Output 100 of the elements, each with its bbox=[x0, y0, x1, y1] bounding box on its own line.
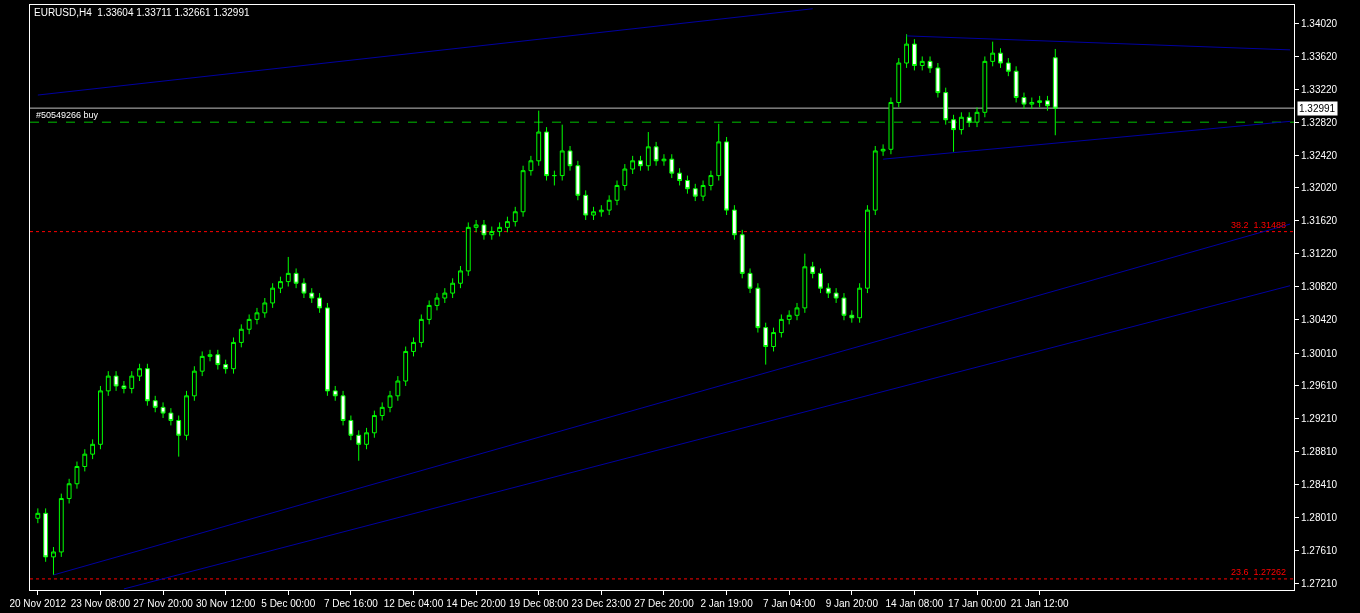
candlestick bbox=[794, 302, 800, 321]
x-tick-label: 20 Nov 2012 bbox=[9, 598, 67, 609]
candlestick bbox=[152, 395, 158, 413]
candlestick bbox=[544, 126, 549, 182]
candlestick bbox=[841, 292, 847, 321]
x-tick-label: 12 Dec 04:00 bbox=[383, 598, 444, 609]
y-tick-label: 1.31620 bbox=[1301, 215, 1338, 227]
candlestick bbox=[473, 219, 479, 233]
candlestick bbox=[168, 407, 174, 426]
candlestick bbox=[512, 206, 518, 228]
candlestick bbox=[301, 277, 307, 299]
candlestick bbox=[1052, 48, 1058, 136]
candlestick bbox=[598, 204, 604, 218]
y-tick-label: 1.33220 bbox=[1301, 83, 1338, 95]
candlestick bbox=[857, 282, 863, 324]
candlestick bbox=[450, 277, 456, 299]
candlestick bbox=[951, 114, 956, 153]
candlestick bbox=[677, 167, 683, 186]
candlestick bbox=[1005, 57, 1011, 77]
candlestick bbox=[927, 55, 933, 74]
candlestick bbox=[489, 226, 495, 241]
candlestick bbox=[833, 287, 839, 304]
x-tick-label: 14 Dec 20:00 bbox=[446, 598, 507, 609]
candlestick bbox=[645, 131, 651, 172]
candlestick bbox=[536, 110, 542, 167]
candlestick bbox=[379, 401, 385, 421]
candlestick bbox=[270, 282, 276, 309]
candlestick bbox=[825, 282, 831, 299]
y-tick-label: 1.29210 bbox=[1301, 413, 1338, 425]
y-tick-label: 1.27210 bbox=[1301, 577, 1338, 589]
candlestick bbox=[129, 370, 135, 394]
y-tick-label: 1.30010 bbox=[1301, 347, 1338, 359]
candlestick bbox=[497, 221, 503, 237]
candlestick bbox=[998, 47, 1003, 69]
x-tick-label: 27 Dec 20:00 bbox=[634, 598, 695, 609]
candlestick bbox=[614, 180, 620, 206]
x-tick-label: 27 Nov 20:00 bbox=[133, 598, 194, 609]
candlestick bbox=[528, 155, 534, 177]
y-tick-label: 1.30820 bbox=[1301, 281, 1338, 293]
candlestick bbox=[919, 55, 925, 71]
candlestick bbox=[66, 478, 72, 504]
candlestick bbox=[982, 55, 988, 118]
candlestick bbox=[356, 429, 362, 462]
candlestick bbox=[418, 313, 424, 348]
candlestick bbox=[880, 143, 886, 157]
candlestick bbox=[324, 302, 330, 397]
candlestick bbox=[35, 507, 41, 524]
candlestick bbox=[638, 155, 643, 172]
candlestick bbox=[411, 336, 416, 357]
candlestick bbox=[669, 153, 675, 179]
candlestick bbox=[755, 282, 761, 334]
candlestick bbox=[262, 297, 268, 319]
candlestick bbox=[1021, 92, 1027, 110]
candlestick bbox=[551, 170, 557, 186]
candlestick bbox=[865, 204, 870, 294]
candlestick bbox=[184, 390, 189, 441]
candlestick bbox=[105, 370, 111, 397]
chart-title: EURUSD,H4 1.33604 1.33711 1.32661 1.32991 bbox=[34, 7, 250, 19]
candlestick bbox=[990, 41, 996, 67]
candlestick bbox=[458, 265, 463, 289]
y-tick-label: 1.32020 bbox=[1301, 182, 1338, 194]
candlestick bbox=[215, 349, 221, 371]
candlestick bbox=[231, 336, 236, 375]
candlestick bbox=[176, 415, 182, 458]
y-tick-label: 1.31220 bbox=[1301, 248, 1338, 260]
candlestick bbox=[387, 390, 393, 413]
candlestick bbox=[700, 180, 706, 202]
candlestick bbox=[285, 256, 291, 288]
candlestick bbox=[160, 401, 166, 419]
candlestick bbox=[403, 346, 409, 387]
candlestick bbox=[653, 141, 659, 167]
ref-line-label: #50549266 buy bbox=[36, 110, 99, 120]
candlestick bbox=[207, 349, 213, 362]
candlestick bbox=[199, 350, 205, 377]
x-tick-label: 17 Jan 00:00 bbox=[948, 598, 1007, 609]
candlestick bbox=[888, 97, 894, 155]
candlestick bbox=[692, 183, 698, 202]
candlestick bbox=[520, 165, 526, 218]
y-tick-label: 1.28410 bbox=[1301, 479, 1338, 491]
candlestick bbox=[849, 309, 855, 324]
x-tick-label: 9 Jan 20:00 bbox=[825, 598, 879, 609]
candlestick bbox=[465, 221, 471, 277]
y-tick-label: 1.27610 bbox=[1301, 544, 1338, 556]
candlestick bbox=[567, 145, 573, 172]
candlestick bbox=[591, 206, 596, 221]
x-tick-label: 30 Nov 12:00 bbox=[195, 598, 256, 609]
candlestick bbox=[896, 57, 902, 108]
candlestick bbox=[810, 261, 816, 279]
candlestick bbox=[371, 410, 377, 439]
candlestick bbox=[309, 287, 315, 304]
candlestick bbox=[238, 323, 244, 348]
ref-line-label: 38.2 1.31488 bbox=[1231, 220, 1287, 230]
ref-line-label: 1.32991 bbox=[1299, 103, 1336, 114]
y-tick-label: 1.32420 bbox=[1301, 149, 1338, 161]
candlestick bbox=[1013, 65, 1019, 103]
y-tick-label: 1.28810 bbox=[1301, 446, 1338, 458]
candlestick bbox=[98, 385, 103, 450]
candlestick bbox=[442, 287, 448, 304]
x-tick-label: 7 Jan 04:00 bbox=[763, 598, 816, 609]
candlestick bbox=[974, 106, 980, 128]
